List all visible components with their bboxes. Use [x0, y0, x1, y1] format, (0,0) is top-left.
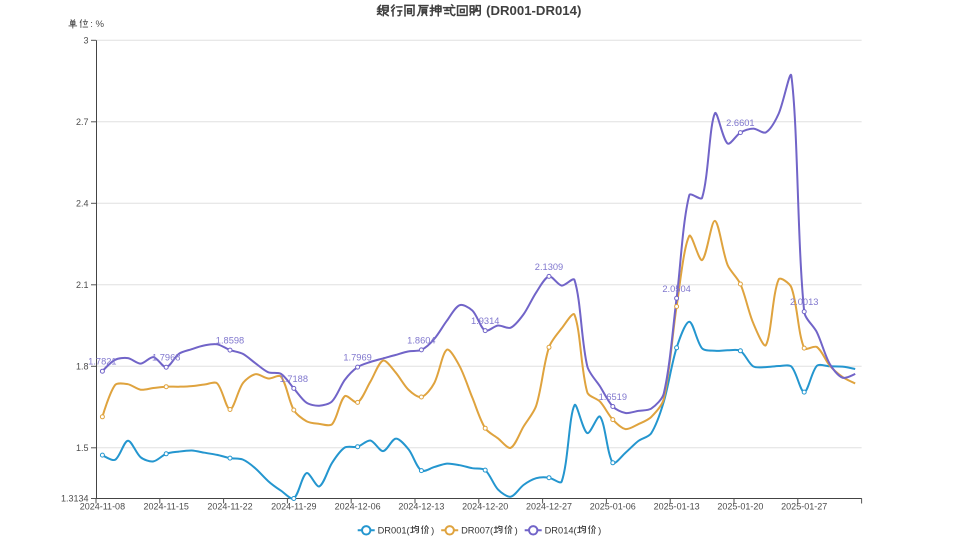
svg-text:2.4: 2.4	[76, 199, 89, 209]
svg-text:1.8604: 1.8604	[407, 335, 435, 345]
svg-text:1.6519: 1.6519	[599, 392, 627, 402]
svg-text:1.7969: 1.7969	[343, 353, 371, 363]
svg-text:): )	[515, 526, 518, 536]
svg-text:: %: : %	[90, 19, 104, 30]
svg-text:1.3134: 1.3134	[61, 494, 89, 504]
svg-text:2.1309: 2.1309	[535, 262, 563, 272]
svg-text:1.5: 1.5	[76, 443, 89, 453]
svg-text:1.7188: 1.7188	[280, 374, 308, 384]
svg-text:2024-12-20: 2024-12-20	[462, 501, 508, 511]
svg-text:2025-01-20: 2025-01-20	[717, 501, 763, 511]
svg-text:1.8598: 1.8598	[216, 336, 244, 346]
svg-text:2.0504: 2.0504	[662, 284, 690, 294]
svg-text:2.1: 2.1	[76, 280, 89, 290]
svg-text:2024-12-27: 2024-12-27	[526, 501, 572, 511]
svg-text:2.0013: 2.0013	[790, 297, 818, 307]
svg-text:2024-12-13: 2024-12-13	[398, 501, 444, 511]
svg-text:2024-11-29: 2024-11-29	[271, 501, 316, 511]
svg-text:2025-01-27: 2025-01-27	[781, 501, 827, 511]
svg-text:2025-01-06: 2025-01-06	[590, 501, 636, 511]
svg-text:): )	[431, 526, 434, 536]
svg-text:2.7: 2.7	[76, 117, 89, 127]
svg-text:1.7968: 1.7968	[152, 353, 180, 363]
svg-text:1.8: 1.8	[76, 362, 89, 372]
svg-text:DR007(: DR007(	[461, 526, 494, 536]
svg-text:DR014(: DR014(	[545, 526, 578, 536]
svg-text:2024-11-08: 2024-11-08	[80, 501, 125, 511]
svg-text:2024-11-22: 2024-11-22	[207, 501, 252, 511]
svg-text:3: 3	[83, 36, 88, 46]
svg-text:2025-01-13: 2025-01-13	[654, 501, 700, 511]
svg-text:1.7821: 1.7821	[88, 357, 116, 367]
svg-text:1.9314: 1.9314	[471, 316, 499, 326]
svg-text:DR001(: DR001(	[378, 526, 411, 536]
svg-text:2024-12-06: 2024-12-06	[335, 501, 381, 511]
svg-text:(DR001-DR014): (DR001-DR014)	[486, 3, 581, 18]
svg-text:2.6601: 2.6601	[726, 118, 754, 128]
svg-text:2024-11-15: 2024-11-15	[144, 501, 189, 511]
svg-text:): )	[598, 526, 601, 536]
